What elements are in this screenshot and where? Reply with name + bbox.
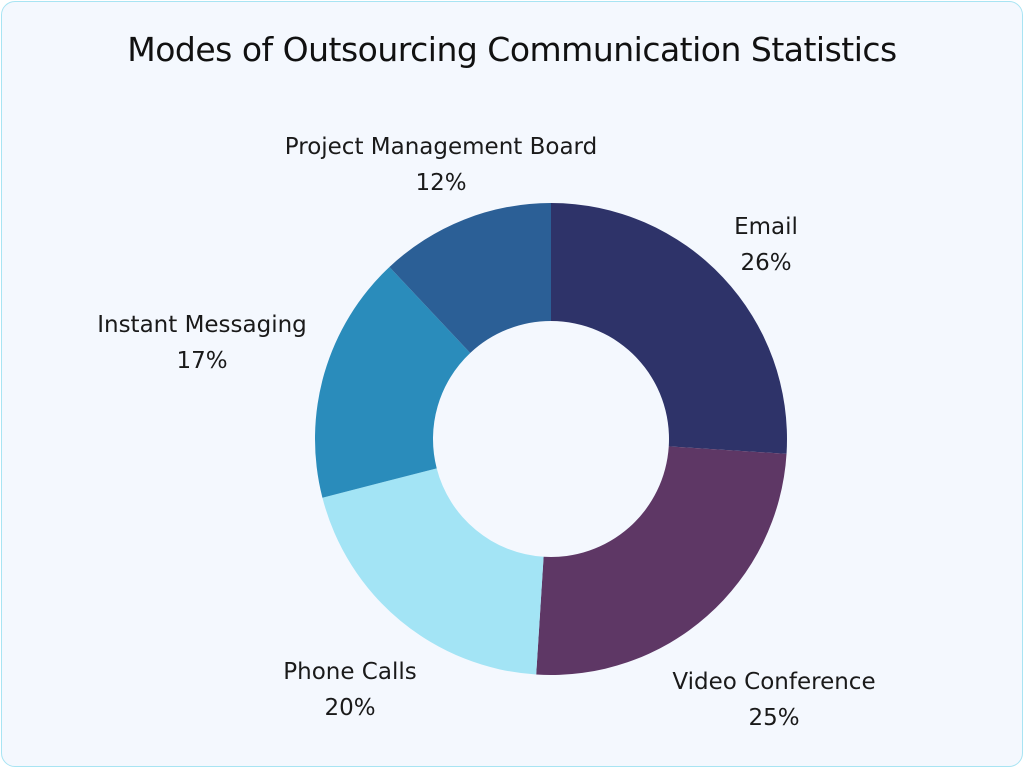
slice-label: Email: [734, 214, 798, 240]
slice-value-label: 17%: [176, 348, 227, 374]
slice-label: Video Conference: [672, 669, 875, 695]
slice-label: Phone Calls: [283, 659, 416, 685]
slice-email: [551, 203, 787, 454]
slice-phone-calls: [322, 468, 544, 675]
slice-value-label: 12%: [415, 170, 466, 196]
slice-label: Instant Messaging: [97, 312, 307, 338]
slice-value-label: 20%: [324, 695, 375, 721]
slice-video-conference: [536, 446, 787, 675]
slice-value-label: 26%: [740, 250, 791, 276]
slice-instant-messaging: [314, 266, 471, 498]
slice-value-label: 25%: [748, 705, 799, 731]
slice-project-management-board: [389, 203, 551, 353]
slice-label: Project Management Board: [285, 134, 597, 160]
chart-title: Modes of Outsourcing Communication Stati…: [127, 30, 897, 69]
